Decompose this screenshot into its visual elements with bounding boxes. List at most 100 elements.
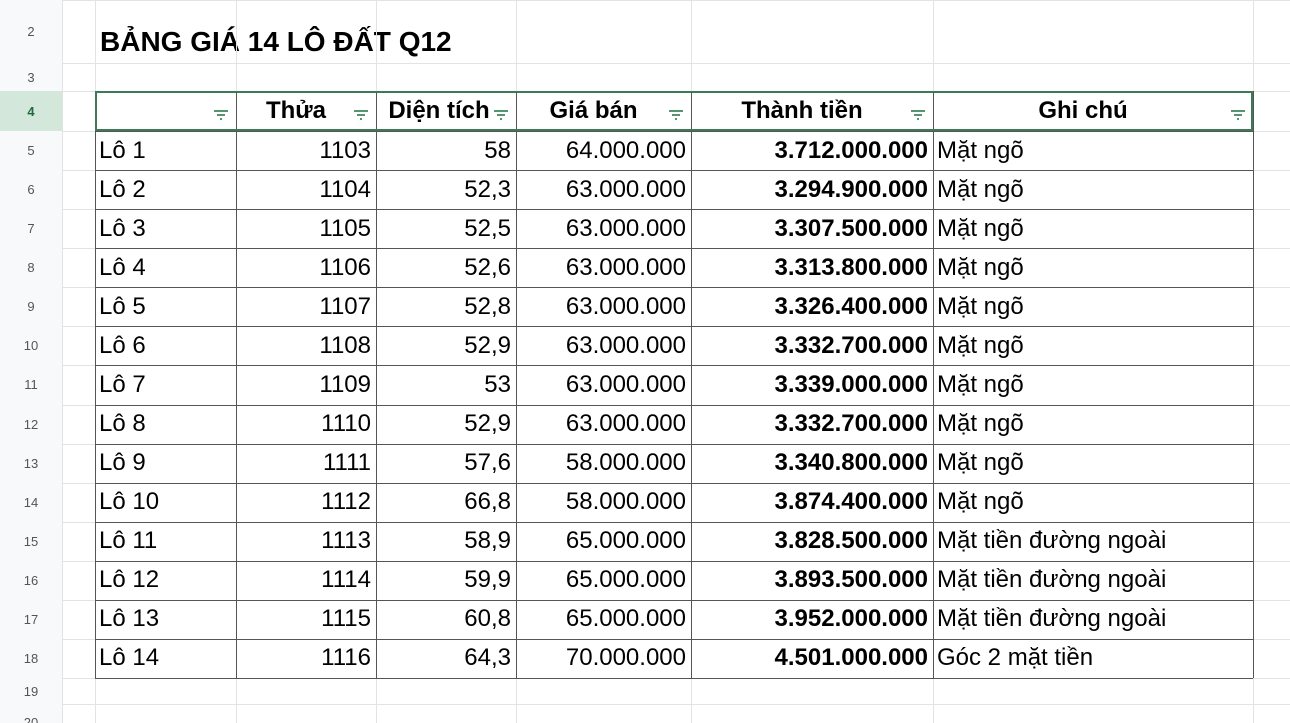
table-cell: 1115 [321,605,371,633]
filter-button[interactable] [667,108,685,122]
table-cell: Lô 9 [99,449,146,477]
table-cell: Lô 8 [99,410,146,438]
header-border [95,91,1253,131]
row-number: 12 [23,416,39,432]
table-cell: 4.501.000.000 [774,644,928,672]
table-cell: 52,9 [464,331,511,359]
table-border [95,443,1253,445]
table-border [95,91,96,678]
row-number: 4 [27,103,35,119]
table-cell: 3.339.000.000 [774,370,928,398]
table-cell: 1105 [319,214,371,242]
table-cell: 3.332.700.000 [774,410,928,438]
table-cell: 1103 [319,136,371,164]
grid-line [62,63,1290,64]
table-cell: 3.326.400.000 [774,292,928,320]
table-border [95,560,1253,562]
table-border [95,678,1253,679]
row-number: 15 [23,533,39,549]
filter-icon [1231,110,1245,120]
table-cell: Mặt tiền đường ngoài [937,605,1167,633]
table-cell: 1104 [319,175,371,203]
table-cell: Mặt ngõ [937,292,1024,320]
table-cell: Mặt ngõ [937,410,1024,438]
table-cell: Lô 11 [99,527,158,555]
table-cell: 65.000.000 [565,527,686,555]
grid-line [62,0,1290,1]
table-cell: Mặt tiền đường ngoài [937,566,1167,594]
table-border [933,91,934,678]
filter-icon [911,110,925,120]
table-cell: 65.000.000 [565,605,686,633]
filter-button[interactable] [212,108,230,122]
table-cell: 58.000.000 [565,488,686,516]
header-cell: Diện tích [388,97,490,124]
table-border [95,170,1253,172]
table-cell: Góc 2 mặt tiền [937,644,1094,672]
header-cell: Ghi chú [1038,97,1128,124]
table-border [95,638,1253,640]
table-cell: 63.000.000 [565,175,686,203]
filter-icon [494,110,508,120]
table-cell: 1112 [321,488,371,516]
sheet-title: BẢNG GIÁ 14 LÔ ĐẤT Q12 [100,26,452,57]
row-number: 9 [27,299,35,315]
grid-line [62,704,1290,705]
row-number: 20 [23,714,39,723]
filter-button[interactable] [352,108,370,122]
filter-icon [669,110,683,120]
table-cell: 53 [484,370,511,398]
table-cell: 1107 [319,292,371,320]
row-number: 13 [23,455,39,471]
table-cell: Mặt ngõ [937,175,1024,203]
table-cell: 3.332.700.000 [774,331,928,359]
table-cell: 65.000.000 [565,566,686,594]
table-cell: 64,3 [464,644,511,672]
table-border [236,91,237,678]
table-cell: 70.000.000 [565,644,686,672]
table-cell: Lô 13 [99,605,160,633]
table-cell: Lô 5 [99,292,146,320]
table-border [516,91,517,678]
row-number: 11 [24,377,38,393]
table-border [691,91,692,678]
filter-button[interactable] [909,108,927,122]
table-border [376,91,377,678]
filter-button[interactable] [492,108,510,122]
row-number: 16 [23,572,39,588]
table-cell: 1108 [319,331,371,359]
row-number: 3 [27,69,35,85]
table-cell: 1113 [321,527,371,555]
table-cell: 1114 [321,566,371,594]
table-cell: 63.000.000 [565,292,686,320]
table-cell: 58 [484,136,511,164]
filter-icon [354,110,368,120]
table-cell: 52,5 [464,214,511,242]
table-cell: 1111 [322,449,371,477]
table-cell: 1116 [321,644,371,672]
table-cell: Mặt ngõ [937,449,1024,477]
table-cell: 1106 [319,253,371,281]
table-cell: Mặt ngõ [937,253,1024,281]
table-cell: 3.712.000.000 [774,136,928,164]
table-cell: 3.828.500.000 [774,527,928,555]
header-cell: Thành tiền [741,97,863,124]
table-cell: 63.000.000 [565,253,686,281]
table-border [95,131,1253,132]
row-number: 6 [27,182,35,198]
table-cell: 58,9 [464,527,511,555]
table-border [95,209,1253,211]
row-number: 14 [23,494,39,510]
table-cell: 3.313.800.000 [774,253,928,281]
grid-line [62,0,63,723]
table-cell: 1109 [319,370,371,398]
table-border [95,404,1253,406]
filter-button[interactable] [1229,108,1247,122]
table-cell: Lô 6 [99,331,146,359]
table-cell: 52,3 [464,175,511,203]
table-cell: 66,8 [464,488,511,516]
table-cell: 59,9 [464,566,511,594]
table-border [95,599,1253,601]
table-cell: Mặt ngõ [937,488,1024,516]
table-cell: 57,6 [464,449,511,477]
